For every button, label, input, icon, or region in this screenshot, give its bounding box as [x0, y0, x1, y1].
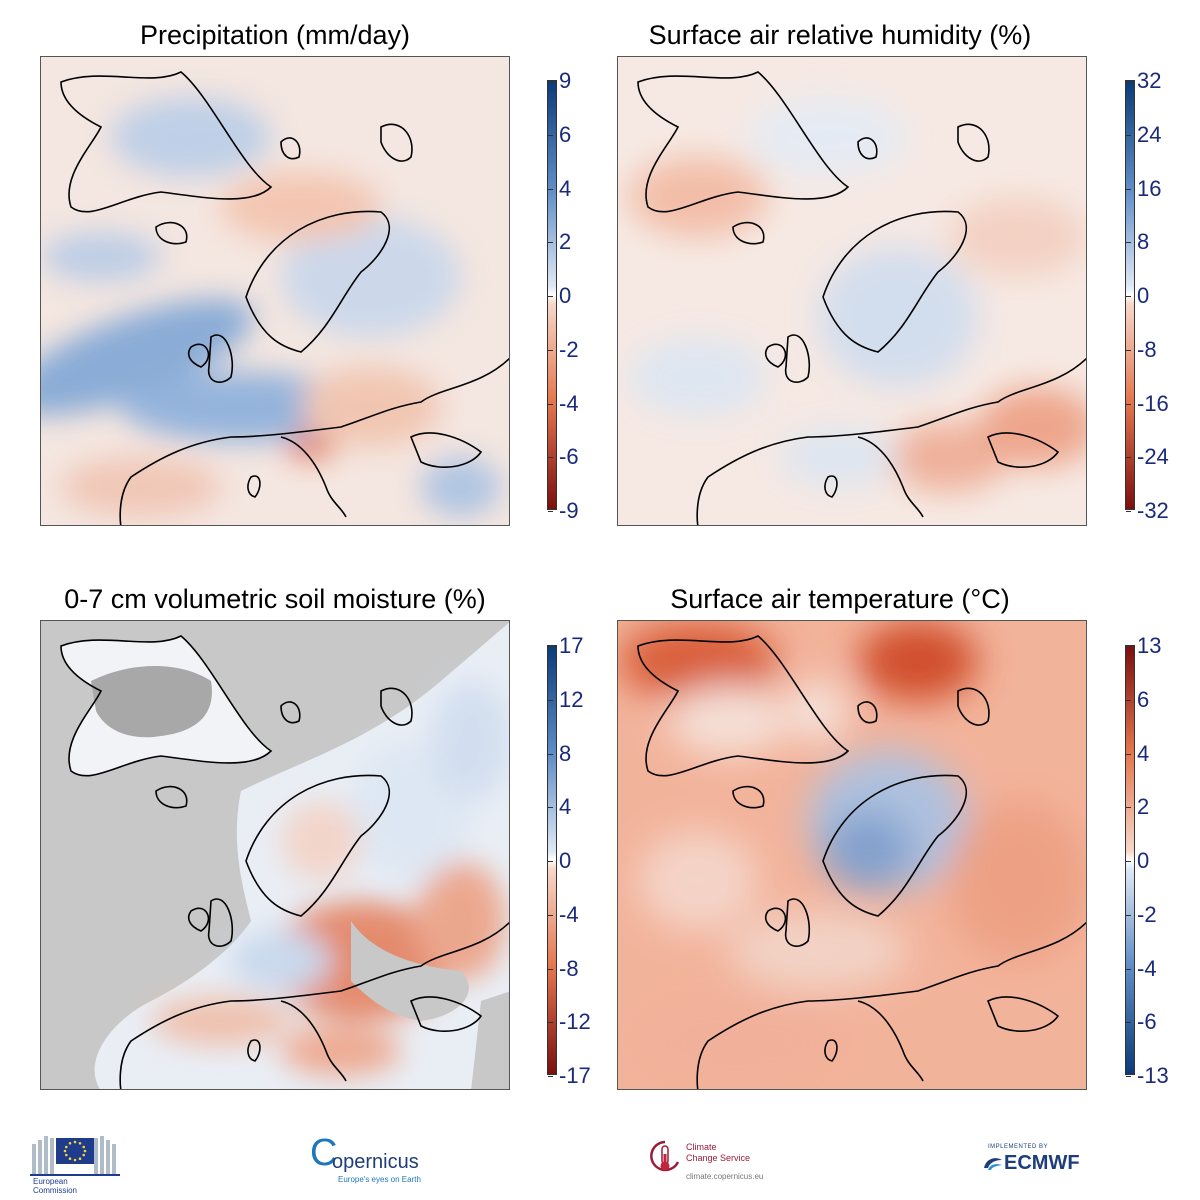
thermometer-icon [650, 1140, 680, 1172]
humidity-title: Surface air relative humidity (%) [648, 20, 1032, 50]
tick: 9 [547, 68, 572, 93]
tick: 0 [547, 848, 572, 873]
tick: 6 [547, 121, 572, 147]
ec-logo-text: Commission [33, 1186, 78, 1195]
temperature-field [618, 621, 1086, 1089]
tick: 8 [547, 740, 572, 766]
tick: -8 [548, 955, 579, 981]
tick: 4 [547, 175, 572, 201]
tick: -2 [548, 336, 579, 362]
tick: 17 [547, 633, 584, 658]
european-commission-logo: European Commission [30, 1134, 120, 1195]
humidity-field [618, 57, 1086, 525]
copernicus-logo: C opernicus Europe's eyes on Earth [310, 1134, 440, 1188]
tick: -6 [548, 444, 579, 470]
soil-moisture-title: 0-7 cm volumetric soil moisture (%) [64, 584, 486, 614]
tick: 0 [1125, 283, 1150, 308]
tick: 2 [1125, 794, 1150, 820]
tick: 4 [1125, 740, 1150, 766]
tick: -4 [1126, 955, 1157, 981]
precip-map [40, 56, 510, 526]
copernicus-tagline: Europe's eyes on Earth [338, 1175, 421, 1184]
c3s-name: Climate [686, 1142, 717, 1152]
humidity-colorbar: 32 24 16 8 0 -8 -16 -24 -32 [1125, 70, 1169, 522]
tick: -16 [1126, 390, 1169, 416]
tick: 0 [547, 283, 572, 308]
tick: 4 [547, 794, 572, 820]
humidity-map [617, 56, 1087, 526]
tick: 2 [547, 229, 572, 255]
soil-moisture-field [41, 621, 509, 1089]
precip-field [41, 57, 509, 525]
greenland-ice-mask [91, 666, 212, 738]
tick: -13 [1126, 1063, 1169, 1088]
tick: 13 [1125, 633, 1162, 658]
precip-title: Precipitation (mm/day) [139, 20, 411, 50]
tick: 12 [547, 686, 584, 712]
tick: 16 [1125, 175, 1162, 201]
tick: -6 [1126, 1009, 1157, 1035]
precip-colorbar: 9 6 4 2 0 -2 -4 -6 -9 [547, 70, 579, 522]
tick: 8 [1125, 229, 1150, 255]
tick: -32 [1126, 498, 1169, 523]
ec-logo-text: European [33, 1177, 68, 1186]
ec-building-icon [30, 1136, 120, 1176]
tick: -4 [548, 901, 579, 927]
footer-logos: European Commission C opernicus Europe's… [0, 1130, 1200, 1200]
temperature-title: Surface air temperature (°C) [670, 584, 1010, 614]
c3s-name: Change Service [686, 1153, 751, 1163]
ecmwf-swirl-icon [984, 1158, 1002, 1170]
tick: -24 [1126, 444, 1169, 470]
tick: -17 [548, 1063, 591, 1088]
coastlines [60, 635, 509, 1089]
land-field [94, 622, 509, 1089]
copernicus-initial: C [310, 1132, 338, 1174]
tick: -4 [548, 390, 579, 416]
tick: 24 [1125, 121, 1162, 147]
tick: -9 [548, 498, 579, 523]
ecmwf-logo: IMPLEMENTED BY ECMWF [982, 1144, 1092, 1180]
c3s-url: climate.copernicus.eu [686, 1172, 764, 1181]
copernicus-wordmark: opernicus [332, 1151, 419, 1173]
soil-moisture-colorbar: 17 12 8 4 0 -4 -8 -12 -17 [547, 635, 591, 1087]
tick: -8 [1126, 336, 1157, 362]
coastlines [637, 71, 1086, 525]
tick: -2 [1126, 901, 1157, 927]
tick: 6 [1125, 686, 1150, 712]
c3s-logo: Climate Change Service climate.copernicu… [648, 1138, 788, 1188]
coastlines [637, 635, 1086, 1089]
temperature-map [617, 620, 1087, 1090]
ecmwf-small-text: IMPLEMENTED BY [988, 1144, 1049, 1150]
soil-moisture-map [40, 620, 510, 1090]
ecmwf-wordmark: ECMWF [1004, 1152, 1080, 1174]
tick: 0 [1125, 848, 1150, 873]
temperature-colorbar: 13 6 4 2 0 -2 -4 -6 -13 [1125, 635, 1169, 1087]
coastlines [60, 71, 509, 525]
tick: -12 [548, 1009, 591, 1035]
tick: 32 [1125, 68, 1162, 93]
